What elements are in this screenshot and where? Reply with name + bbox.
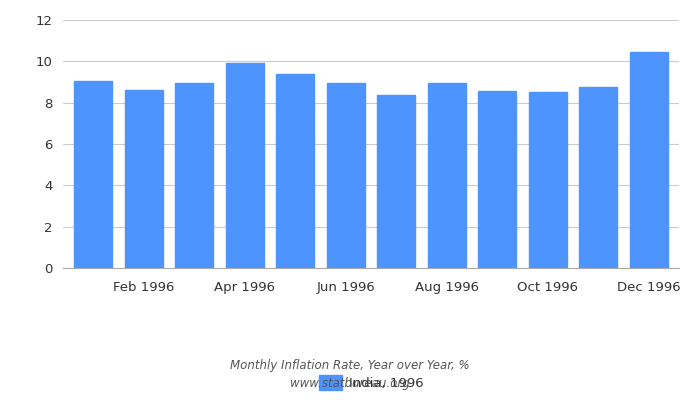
Bar xyxy=(74,81,112,268)
Bar xyxy=(226,63,264,268)
Bar xyxy=(377,96,415,268)
Bar xyxy=(125,90,162,268)
Bar xyxy=(528,92,567,268)
Text: www.statbureau.org: www.statbureau.org xyxy=(290,378,410,390)
Bar xyxy=(428,83,466,268)
Bar xyxy=(327,83,365,268)
Legend: India, 1996: India, 1996 xyxy=(318,375,424,390)
Bar xyxy=(175,83,214,268)
Bar xyxy=(478,91,516,268)
Text: Monthly Inflation Rate, Year over Year, %: Monthly Inflation Rate, Year over Year, … xyxy=(230,360,470,372)
Bar xyxy=(276,74,314,268)
Bar xyxy=(580,87,617,268)
Bar xyxy=(630,52,668,268)
